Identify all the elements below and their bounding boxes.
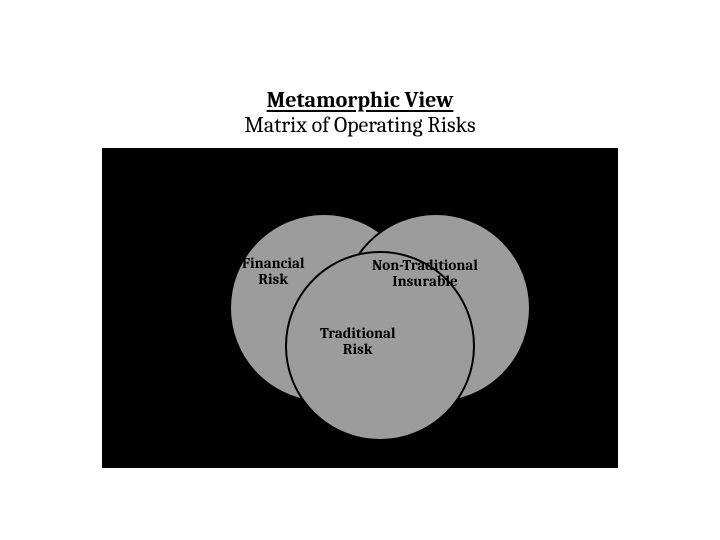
stage: Metamorphic View Matrix of Operating Ris…	[0, 0, 720, 540]
title-block: Metamorphic View Matrix of Operating Ris…	[0, 88, 720, 139]
title-main: Metamorphic View	[0, 88, 720, 113]
venn-label-financial: FinancialRisk	[242, 256, 305, 288]
venn-label-non_traditional: Non-TraditionalInsurable	[372, 258, 478, 290]
venn-label-financial-line2: Risk	[242, 272, 305, 288]
venn-label-traditional: TraditionalRisk	[320, 326, 396, 358]
venn-label-non_traditional-line2: Insurable	[372, 274, 478, 290]
venn-label-traditional-line2: Risk	[320, 342, 396, 358]
diagram-panel: FinancialRisk Non-TraditionalInsurable Tra…	[102, 148, 618, 468]
title-subtitle: Matrix of Operating Risks	[0, 113, 720, 138]
